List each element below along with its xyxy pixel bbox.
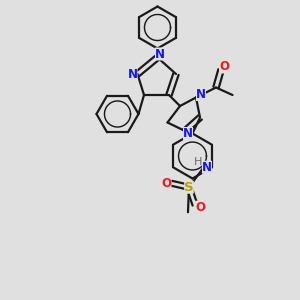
- Text: N: N: [202, 161, 212, 174]
- Text: N: N: [128, 68, 137, 80]
- Text: H: H: [194, 157, 202, 167]
- Text: O: O: [161, 177, 172, 190]
- Text: O: O: [219, 61, 229, 74]
- Text: N: N: [183, 127, 193, 140]
- Text: N: N: [196, 88, 206, 101]
- Text: N: N: [155, 47, 165, 61]
- Text: S: S: [184, 181, 194, 194]
- Text: O: O: [195, 201, 205, 214]
